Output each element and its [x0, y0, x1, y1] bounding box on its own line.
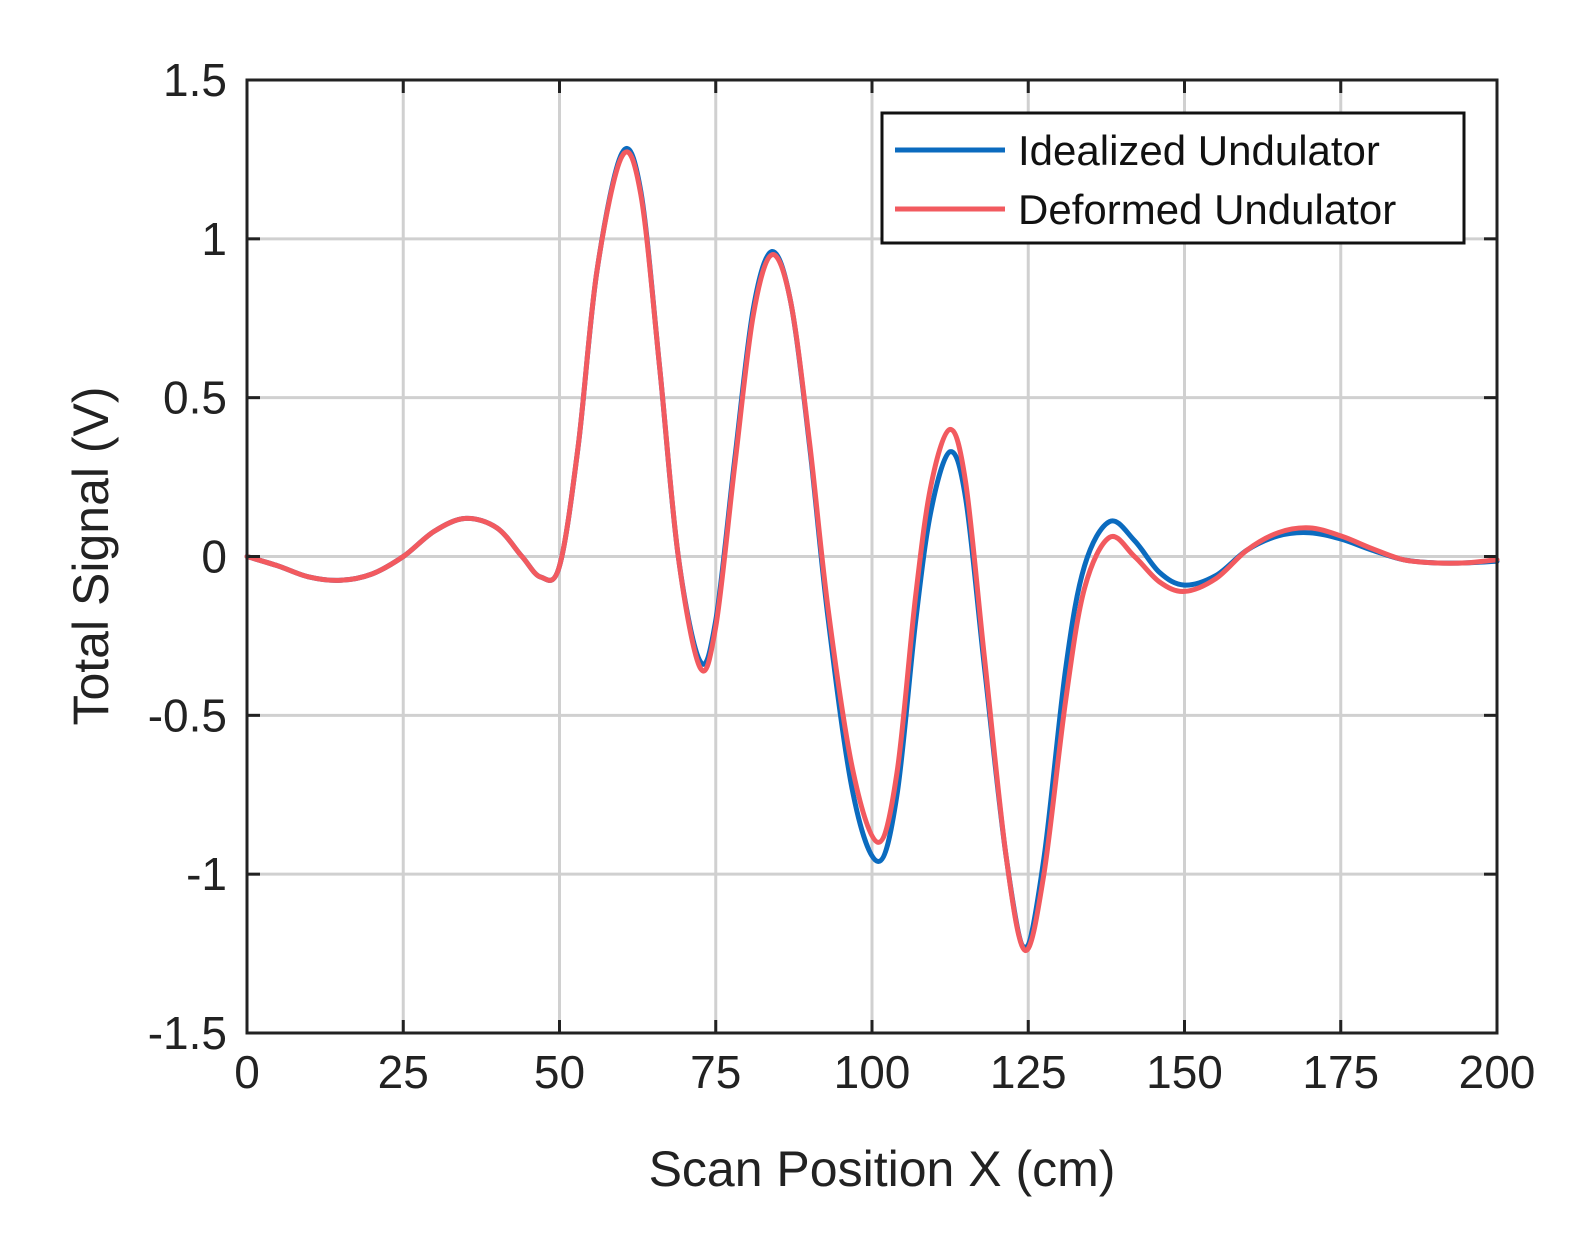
x-tick-label: 150 [1146, 1046, 1223, 1098]
x-axis-title: Scan Position X (cm) [649, 1141, 1116, 1197]
y-tick-label: 1 [201, 213, 227, 265]
x-tick-label: 0 [234, 1046, 260, 1098]
y-tick-label: -1 [186, 848, 227, 900]
series-line-deformed [244, 149, 1500, 953]
legend: Idealized Undulator Deformed Undulator [880, 111, 1466, 245]
legend-label-deformed: Deformed Undulator [1018, 186, 1396, 233]
y-axis-title: Total Signal (V) [63, 386, 119, 725]
y-tick-label: 0 [201, 531, 227, 583]
series-layer [244, 145, 1500, 953]
x-tick-label: 100 [834, 1046, 911, 1098]
x-tick-label: 50 [534, 1046, 585, 1098]
x-tick-label: 175 [1302, 1046, 1379, 1098]
legend-box [880, 111, 1466, 245]
y-tick-label: 1.5 [163, 54, 227, 106]
y-tick-label: 0.5 [163, 372, 227, 424]
legend-label-idealized: Idealized Undulator [1018, 127, 1380, 174]
x-tick-label: 200 [1459, 1046, 1536, 1098]
y-tick-label: -0.5 [148, 689, 227, 741]
x-tick-label: 125 [990, 1046, 1067, 1098]
y-tick-label: -1.5 [148, 1007, 227, 1059]
axis-ticks [245, 78, 1499, 1035]
tick-labels: 0 25 50 75 100 125 150 175 200 1.5 1 0.5 0 -0.5 -1 -1.5 [148, 54, 1536, 1098]
x-tick-label: 75 [690, 1046, 741, 1098]
x-tick-label: 25 [378, 1046, 429, 1098]
